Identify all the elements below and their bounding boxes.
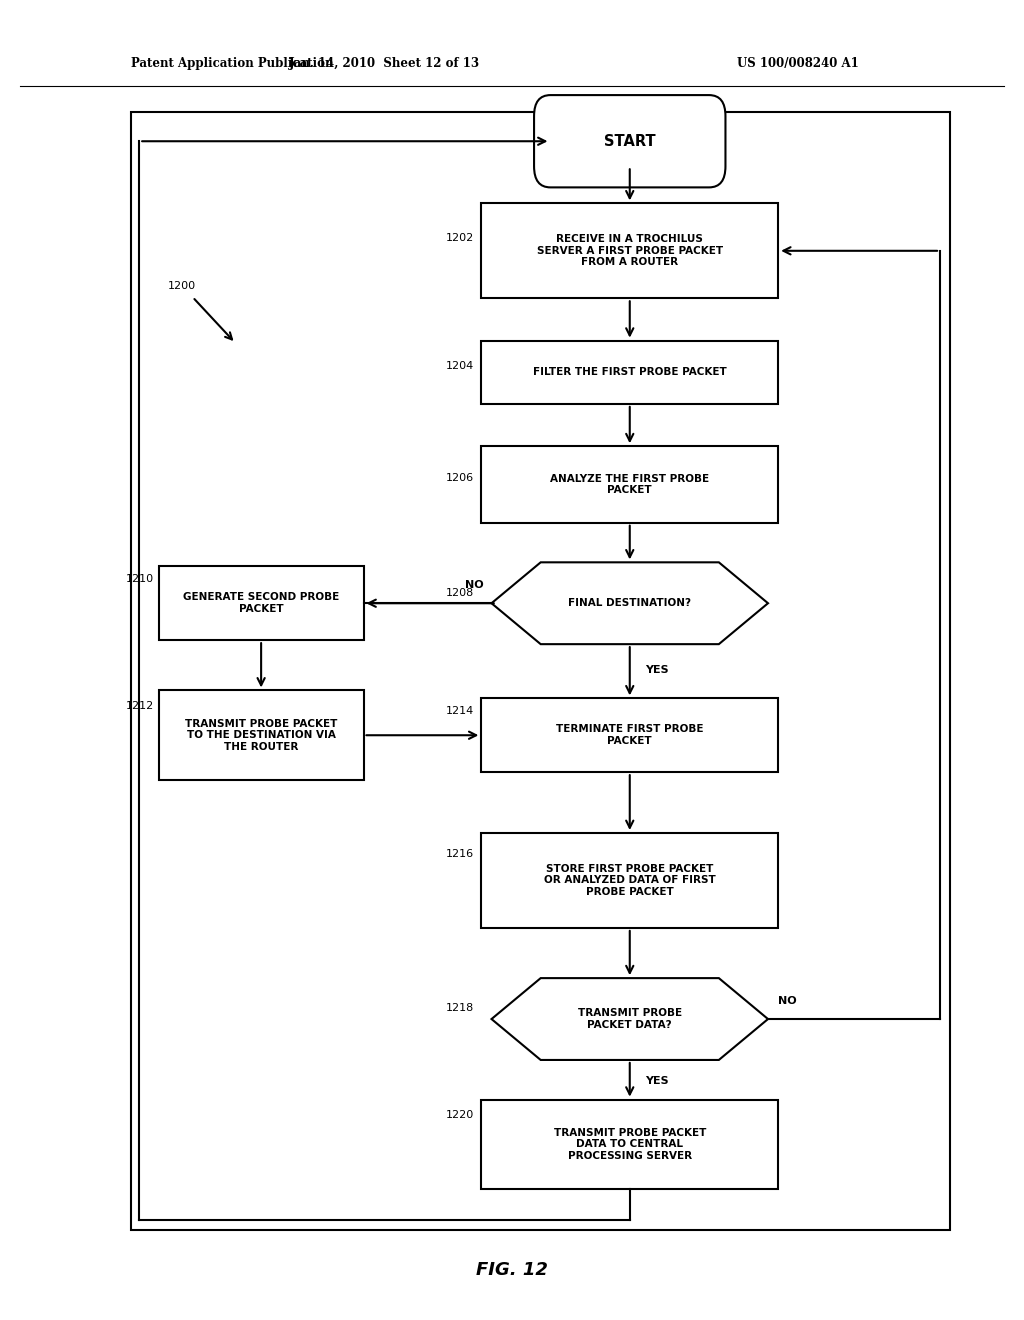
Bar	[481, 833, 778, 928]
Text: STORE FIRST PROBE PACKET
OR ANALYZED DATA OF FIRST
PROBE PACKET: STORE FIRST PROBE PACKET OR ANALYZED DAT…	[544, 863, 716, 898]
Bar	[481, 1100, 778, 1189]
Bar	[159, 690, 364, 780]
Text: START: START	[604, 133, 655, 149]
Text: ANALYZE THE FIRST PROBE
PACKET: ANALYZE THE FIRST PROBE PACKET	[550, 474, 710, 495]
Text: 1204: 1204	[445, 360, 474, 371]
Text: NO: NO	[465, 579, 483, 590]
Text: YES: YES	[645, 1076, 669, 1086]
Text: 1208: 1208	[445, 587, 474, 598]
Text: YES: YES	[645, 665, 669, 676]
Text: NO: NO	[778, 995, 797, 1006]
Bar	[481, 203, 778, 298]
Text: 1214: 1214	[445, 706, 474, 717]
Text: Jan. 14, 2010  Sheet 12 of 13: Jan. 14, 2010 Sheet 12 of 13	[289, 57, 479, 70]
Text: RECEIVE IN A TROCHILUS
SERVER A FIRST PROBE PACKET
FROM A ROUTER: RECEIVE IN A TROCHILUS SERVER A FIRST PR…	[537, 234, 723, 268]
Text: 1216: 1216	[446, 849, 474, 859]
Text: 1210: 1210	[126, 574, 154, 585]
Text: 1206: 1206	[446, 473, 474, 483]
FancyBboxPatch shape	[535, 95, 725, 187]
Text: GENERATE SECOND PROBE
PACKET: GENERATE SECOND PROBE PACKET	[183, 593, 339, 614]
Bar	[131, 112, 950, 1230]
Text: FIG. 12: FIG. 12	[476, 1261, 548, 1279]
Text: FINAL DESTINATION?: FINAL DESTINATION?	[568, 598, 691, 609]
Text: TERMINATE FIRST PROBE
PACKET: TERMINATE FIRST PROBE PACKET	[556, 725, 703, 746]
Text: Patent Application Publication: Patent Application Publication	[131, 57, 334, 70]
Text: 1202: 1202	[445, 232, 474, 243]
Text: TRANSMIT PROBE PACKET
DATA TO CENTRAL
PROCESSING SERVER: TRANSMIT PROBE PACKET DATA TO CENTRAL PR…	[554, 1127, 706, 1162]
Text: TRANSMIT PROBE
PACKET DATA?: TRANSMIT PROBE PACKET DATA?	[578, 1008, 682, 1030]
Polygon shape	[492, 562, 768, 644]
Bar	[481, 341, 778, 404]
Bar	[481, 446, 778, 523]
Bar	[481, 698, 778, 772]
Text: US 100/008240 A1: US 100/008240 A1	[737, 57, 859, 70]
Text: 1220: 1220	[445, 1110, 474, 1121]
Text: 1200: 1200	[168, 281, 197, 292]
Text: TRANSMIT PROBE PACKET
TO THE DESTINATION VIA
THE ROUTER: TRANSMIT PROBE PACKET TO THE DESTINATION…	[185, 718, 337, 752]
Text: FILTER THE FIRST PROBE PACKET: FILTER THE FIRST PROBE PACKET	[532, 367, 727, 378]
Text: 1218: 1218	[445, 1003, 474, 1014]
Text: 1212: 1212	[125, 701, 154, 711]
Bar	[159, 566, 364, 640]
Polygon shape	[492, 978, 768, 1060]
